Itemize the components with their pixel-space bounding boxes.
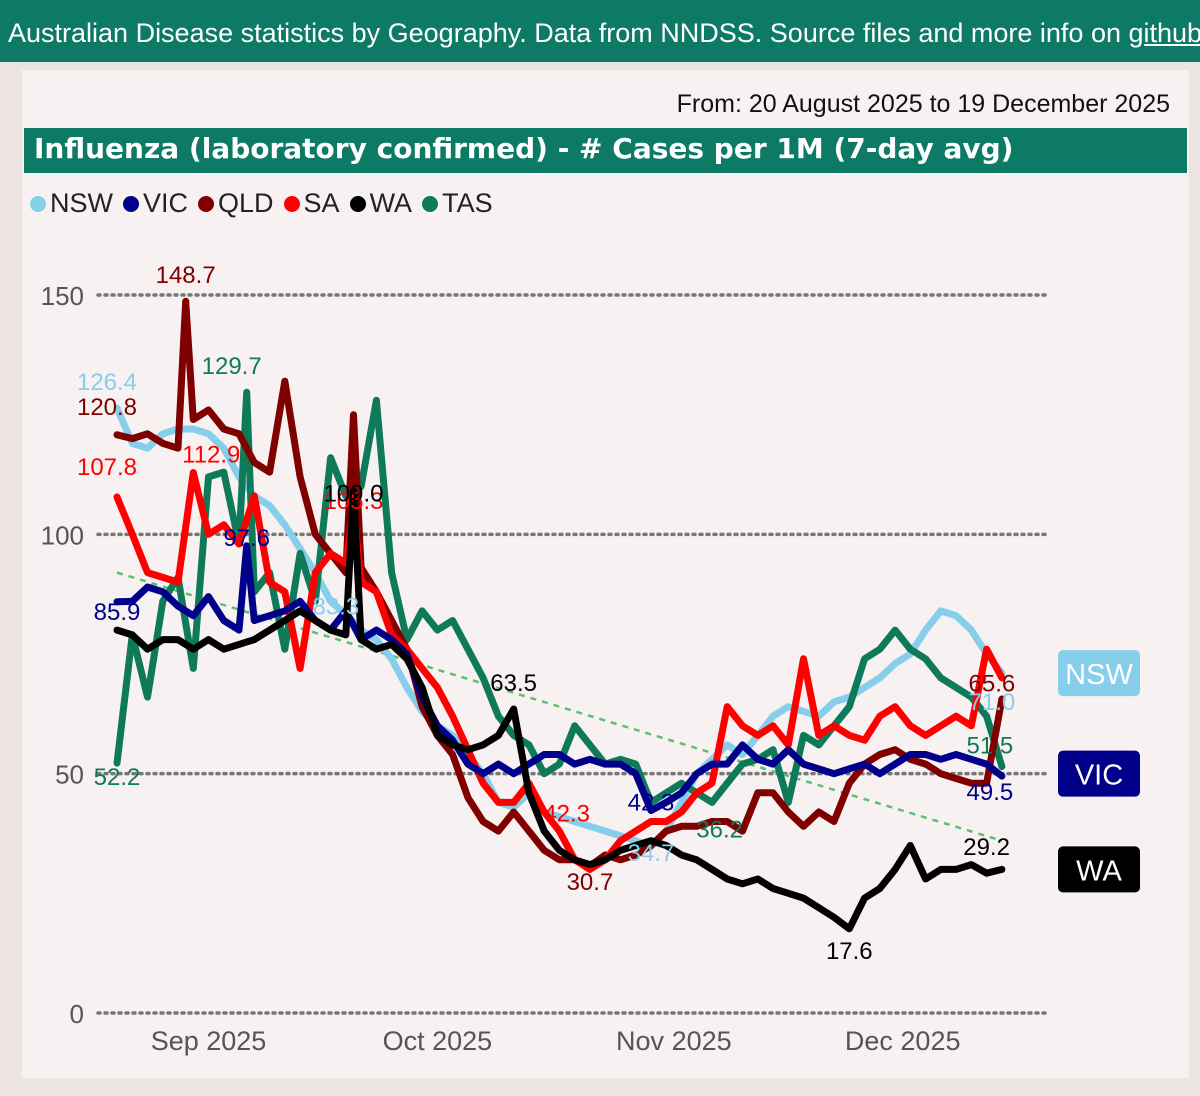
y-tick-label: 150	[41, 281, 84, 311]
trend-line	[116, 571, 1003, 842]
chart-panel	[22, 70, 1189, 1078]
data-label-wa: 63.5	[490, 670, 537, 697]
data-label-vic: 49.5	[967, 779, 1014, 806]
legend-item-wa[interactable]: WA	[349, 188, 413, 219]
y-tick-label: 50	[55, 760, 84, 790]
data-label-nsw: 126.4	[77, 369, 137, 396]
data-label-wa: 29.2	[963, 834, 1010, 861]
header-description: Australian Disease statistics by Geograp…	[8, 18, 1129, 48]
y-tick-label: 100	[41, 520, 84, 550]
end-badge-vic	[1058, 750, 1140, 797]
legend-item-qld[interactable]: QLD	[198, 188, 274, 219]
data-label-vic: 97.6	[223, 525, 270, 552]
legend-dot-wa	[349, 195, 366, 212]
github-link[interactable]: github	[1128, 18, 1200, 48]
legend-label-tas: TAS	[442, 188, 493, 218]
data-label-sa: 112.9	[182, 442, 240, 469]
legend-label-wa: WA	[369, 188, 413, 218]
y-tick-label: 0	[70, 999, 84, 1029]
data-label-vic: 42.3	[628, 790, 675, 817]
data-label-wa: 17.6	[826, 938, 873, 965]
data-label-sa: 105.3	[323, 488, 383, 515]
data-label-qld: 120.8	[77, 394, 137, 421]
series-line-qld	[113, 297, 1006, 870]
legend-dot-nsw	[30, 195, 46, 212]
legend-label-nsw: NSW	[50, 188, 113, 218]
end-badge-nsw	[1058, 650, 1140, 697]
end-badge-label-wa: WA	[1076, 855, 1122, 887]
legend-item-vic[interactable]: VIC	[123, 188, 188, 219]
data-label-qld: 30.7	[567, 869, 614, 896]
data-label-sa: 42.3	[543, 801, 590, 828]
data-label-tas: 129.7	[202, 353, 262, 380]
data-label-tas: 36.2	[696, 817, 743, 844]
data-label-sa: 107.8	[77, 454, 137, 481]
data-label-nsw: 34.7	[628, 840, 675, 867]
end-badge-label-vic: VIC	[1075, 760, 1123, 792]
data-label-nsw: 83.3	[312, 593, 359, 620]
data-label-tas: 52.2	[94, 764, 141, 791]
data-label-qld: 148.7	[156, 262, 216, 289]
date-range: From: 20 August 2025 to 19 December 2025	[676, 90, 1170, 118]
data-label-wa: 109.0	[323, 480, 383, 507]
series-line-sa	[113, 469, 1006, 873]
x-tick-label: Sep 2025	[151, 1026, 267, 1056]
series-line-vic	[113, 542, 1006, 814]
chart-title: Influenza (laboratory confirmed) - # Cas…	[34, 132, 1014, 165]
legend-dot-tas	[422, 195, 439, 212]
x-tick-label: Nov 2025	[616, 1026, 732, 1056]
legend-label-sa: SA	[303, 188, 340, 218]
header-bar: Australian Disease statistics by Geograp…	[0, 0, 1200, 62]
data-label-vic: 85.9	[94, 599, 141, 626]
legend: NSW VIC QLD SA WA TAS	[30, 188, 493, 219]
end-badge-wa	[1058, 846, 1140, 893]
legend-label-vic: VIC	[143, 188, 189, 218]
legend-item-sa[interactable]: SA	[283, 188, 340, 219]
legend-dot-vic	[123, 195, 139, 212]
x-tick-label: Oct 2025	[383, 1026, 493, 1056]
data-label-tas: 51.5	[967, 733, 1014, 760]
data-label-qld: 65.6	[969, 671, 1016, 698]
legend-item-nsw[interactable]: NSW	[30, 188, 113, 219]
series-line-wa	[113, 487, 1006, 933]
legend-label-qld: QLD	[218, 188, 274, 218]
data-label-nsw: 71.0	[969, 689, 1016, 716]
end-badge-label-nsw: NSW	[1065, 659, 1133, 691]
chart-title-bar: Influenza (laboratory confirmed) - # Cas…	[24, 128, 1187, 173]
legend-dot-qld	[198, 195, 215, 212]
x-tick-label: Dec 2025	[845, 1026, 961, 1056]
header-text: Australian Disease statistics by Geograp…	[8, 18, 1200, 49]
legend-dot-sa	[283, 195, 300, 212]
legend-item-tas[interactable]: TAS	[422, 188, 493, 219]
series-line-tas	[113, 388, 1006, 806]
